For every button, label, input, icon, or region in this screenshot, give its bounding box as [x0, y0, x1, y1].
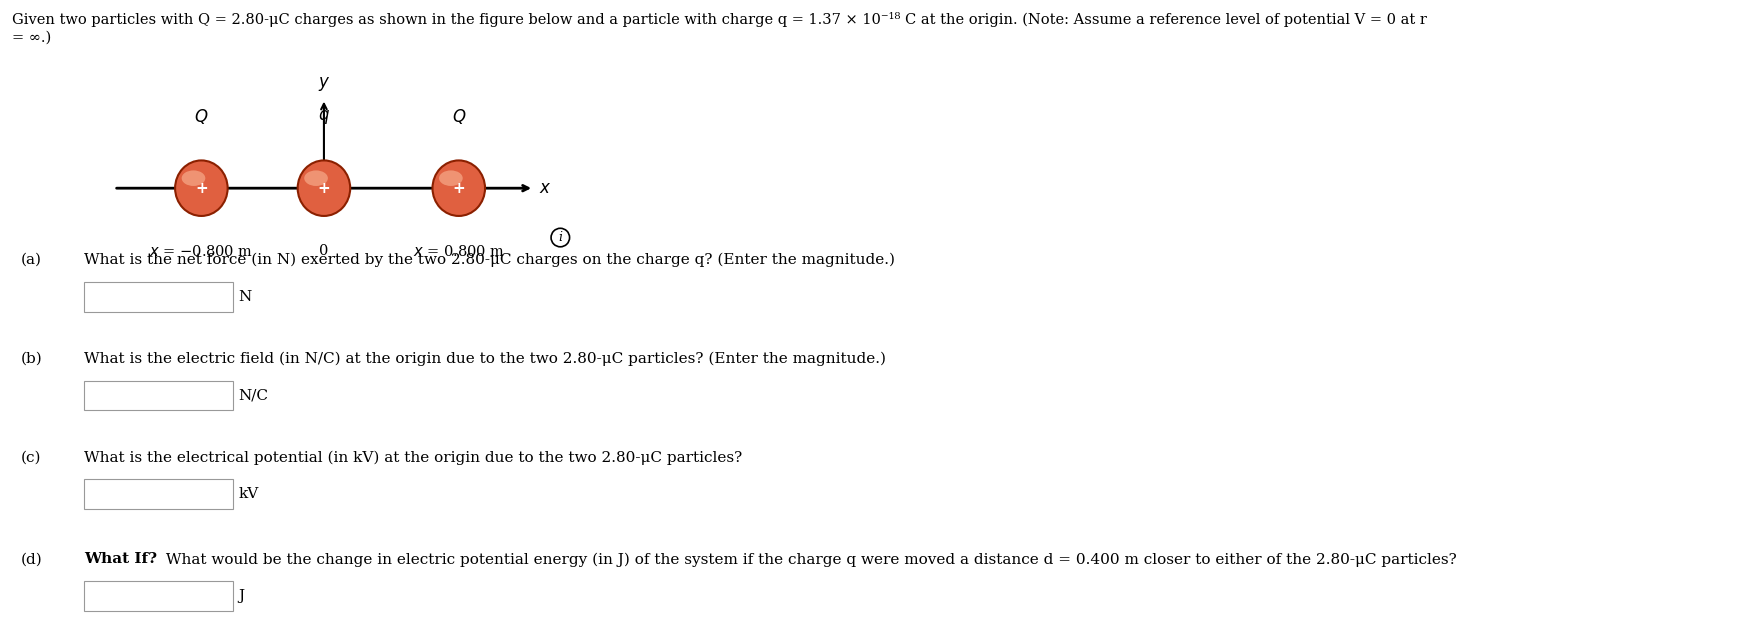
- Text: (a): (a): [21, 253, 42, 267]
- Text: $y$: $y$: [317, 75, 331, 93]
- Ellipse shape: [305, 170, 327, 186]
- Text: (b): (b): [21, 352, 42, 366]
- Ellipse shape: [182, 170, 205, 186]
- Text: (c): (c): [21, 450, 42, 465]
- Text: $x$ = 0.800 m: $x$ = 0.800 m: [413, 244, 504, 259]
- Text: Given two particles with Q = 2.80-μC charges as shown in the figure below and a : Given two particles with Q = 2.80-μC cha…: [12, 12, 1427, 27]
- Text: N: N: [238, 290, 252, 304]
- Text: 0: 0: [319, 244, 329, 258]
- Text: What would be the change in electric potential energy (in J) of the system if th: What would be the change in electric pot…: [161, 552, 1457, 566]
- FancyBboxPatch shape: [84, 479, 233, 509]
- Ellipse shape: [298, 160, 350, 216]
- Text: kV: kV: [238, 487, 259, 501]
- Text: (d): (d): [21, 552, 42, 566]
- Text: What is the electrical potential (in kV) at the origin due to the two 2.80-μC pa: What is the electrical potential (in kV)…: [84, 450, 742, 465]
- Ellipse shape: [175, 160, 228, 216]
- Text: What If?: What If?: [84, 552, 158, 566]
- Ellipse shape: [432, 160, 485, 216]
- Text: What is the electric field (in N/C) at the origin due to the two 2.80-μC particl: What is the electric field (in N/C) at t…: [84, 352, 886, 366]
- Text: i: i: [559, 231, 562, 244]
- FancyBboxPatch shape: [84, 581, 233, 611]
- Text: J: J: [238, 589, 243, 603]
- Text: $x$ = −0.800 m: $x$ = −0.800 m: [149, 244, 254, 259]
- Text: $x$: $x$: [539, 180, 552, 197]
- FancyBboxPatch shape: [84, 282, 233, 312]
- Text: +: +: [317, 181, 331, 196]
- Text: +: +: [452, 181, 466, 196]
- Text: $Q$: $Q$: [194, 107, 208, 126]
- Text: $q$: $q$: [319, 109, 329, 126]
- Text: What is the net force (in N) exerted by the two 2.80-μC charges on the charge q?: What is the net force (in N) exerted by …: [84, 253, 895, 267]
- Text: N/C: N/C: [238, 389, 268, 402]
- FancyBboxPatch shape: [84, 381, 233, 410]
- Text: $Q$: $Q$: [452, 107, 466, 126]
- Text: +: +: [194, 181, 208, 196]
- Ellipse shape: [440, 170, 462, 186]
- Text: = ∞.): = ∞.): [12, 31, 51, 45]
